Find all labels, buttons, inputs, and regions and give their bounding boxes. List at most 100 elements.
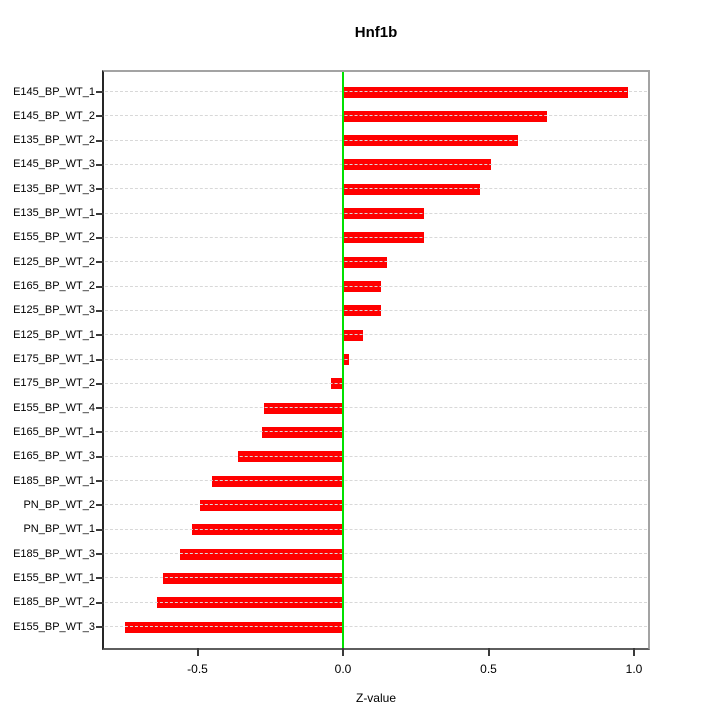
gridline: [105, 455, 647, 457]
y-axis-tick: [96, 480, 104, 483]
bar: [180, 548, 343, 560]
y-axis-label: E125_BP_WT_3: [13, 304, 95, 317]
bar: [200, 499, 343, 511]
y-axis-label: E145_BP_WT_2: [13, 109, 95, 122]
bar: [343, 159, 492, 171]
gridline: [105, 139, 647, 141]
bar: [162, 572, 343, 584]
gridline: [105, 553, 647, 555]
y-axis-tick: [96, 285, 104, 288]
y-axis-tick: [96, 431, 104, 434]
y-axis-label: E125_BP_WT_1: [13, 328, 95, 341]
gridline: [105, 601, 647, 603]
gridline: [105, 261, 647, 263]
y-axis-tick: [96, 91, 104, 93]
gridline: [105, 504, 647, 506]
x-axis-tick: [487, 648, 490, 656]
y-axis-label: PN_BP_WT_2: [23, 498, 95, 511]
bar: [343, 110, 547, 122]
y-axis-label: E165_BP_WT_1: [13, 425, 95, 438]
plot-box: [102, 70, 650, 650]
y-axis-tick: [96, 163, 104, 166]
zero-line: [342, 72, 344, 648]
y-axis-label: E145_BP_WT_1: [13, 85, 95, 98]
y-axis-tick: [96, 188, 104, 191]
bar: [343, 183, 480, 195]
gridline: [105, 358, 647, 360]
y-axis-tick: [96, 115, 104, 118]
bar: [343, 86, 629, 98]
y-axis-tick: [96, 528, 104, 531]
gridline: [105, 577, 647, 579]
y-axis-tick: [96, 261, 104, 264]
x-tick-label: 0.0: [334, 662, 352, 676]
gridline: [105, 528, 647, 530]
y-axis-tick: [96, 236, 104, 239]
gridline: [105, 626, 647, 627]
y-axis-tick: [96, 601, 104, 604]
gridline: [105, 285, 647, 287]
y-axis-label: E155_BP_WT_1: [13, 571, 95, 584]
y-axis-label: E185_BP_WT_1: [13, 474, 95, 487]
y-axis-tick: [96, 334, 104, 337]
bar: [156, 597, 343, 609]
y-axis-tick: [96, 553, 104, 556]
bar: [343, 305, 381, 317]
bar: [343, 256, 387, 268]
bar: [343, 135, 518, 147]
y-axis-label: E175_BP_WT_1: [13, 353, 95, 365]
bar: [191, 524, 343, 536]
gridline: [105, 431, 647, 433]
y-axis-label: E165_BP_WT_2: [13, 280, 95, 293]
bar: [343, 354, 349, 365]
y-axis-label: E185_BP_WT_3: [13, 547, 95, 560]
y-axis-label: E155_BP_WT_3: [13, 620, 95, 633]
gridline: [105, 163, 647, 165]
y-axis-tick: [96, 407, 104, 410]
x-tick-label: 0.5: [480, 662, 497, 676]
bar: [238, 451, 343, 463]
chart-title: Hnf1b: [354, 24, 398, 41]
y-axis-tick: [96, 382, 104, 385]
bar: [343, 208, 425, 220]
y-axis-label: E155_BP_WT_2: [13, 231, 95, 244]
gridline: [105, 236, 647, 238]
y-axis-label: E135_BP_WT_2: [13, 134, 95, 147]
gridline: [105, 334, 647, 336]
y-axis-label: E135_BP_WT_1: [13, 207, 95, 220]
bar: [124, 621, 343, 633]
bar: [261, 426, 343, 438]
gridline: [105, 309, 647, 311]
bar: [343, 281, 381, 293]
y-axis-tick: [96, 309, 104, 312]
y-axis-label: E175_BP_WT_2: [13, 377, 95, 390]
bar: [343, 232, 425, 244]
x-tick-label: -0.5: [187, 662, 208, 676]
y-axis-label: E135_BP_WT_3: [13, 182, 95, 195]
x-tick-label: 1.0: [625, 662, 643, 676]
gridline: [105, 212, 647, 214]
gridline: [105, 188, 647, 190]
x-axis-tick: [196, 648, 199, 656]
y-axis-label: E145_BP_WT_3: [13, 158, 95, 171]
bar: [331, 378, 343, 390]
y-axis-tick: [96, 626, 104, 628]
gridline: [105, 91, 647, 92]
y-axis-label: E125_BP_WT_2: [13, 255, 95, 268]
gridline: [105, 382, 647, 384]
y-axis-label: E185_BP_WT_2: [13, 596, 95, 609]
y-axis-tick: [96, 504, 104, 507]
y-axis-label: PN_BP_WT_1: [23, 523, 95, 536]
y-axis-tick: [96, 358, 104, 361]
y-axis-tick: [96, 139, 104, 142]
bar: [212, 475, 343, 487]
gridline: [105, 480, 647, 482]
y-axis-label: E165_BP_WT_3: [13, 450, 95, 463]
bar: [264, 402, 343, 414]
gridline: [105, 115, 647, 117]
y-axis-tick: [96, 212, 104, 215]
y-axis-label: E155_BP_WT_4: [13, 401, 95, 414]
x-axis-tick: [342, 648, 344, 656]
gridline: [105, 407, 647, 409]
